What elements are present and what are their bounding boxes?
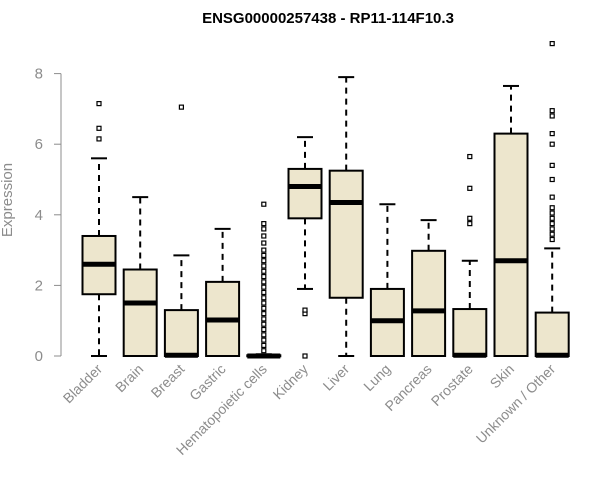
outlier-point <box>261 247 267 253</box>
outlier-point <box>261 279 267 285</box>
box-group-skin <box>493 84 529 357</box>
outlier-point <box>178 104 184 110</box>
outlier-point <box>96 101 102 107</box>
outlier-point <box>261 221 267 227</box>
x-tick-label: Kidney <box>270 361 312 403</box>
outlier-point <box>261 300 267 306</box>
chart-title: ENSG00000257438 - RP11-114F10.3 <box>202 10 454 27</box>
outlier-point <box>549 141 555 147</box>
outlier-point <box>261 295 267 301</box>
outlier-point <box>261 263 267 269</box>
outlier-point <box>549 215 555 221</box>
outlier-point <box>549 162 555 168</box>
box-group-gastric <box>205 227 241 357</box>
outlier-point <box>549 113 555 119</box>
outlier-point <box>261 332 267 338</box>
box-group-bladder <box>81 101 117 357</box>
box-iqr <box>122 268 158 358</box>
box-group-unknown-other <box>534 40 570 358</box>
outlier-point <box>261 311 267 317</box>
outlier-point <box>467 185 473 191</box>
x-tick-label: Prostate <box>428 361 476 409</box>
box-iqr <box>411 249 447 357</box>
box-group-breast <box>163 104 199 358</box>
outlier-point <box>261 305 267 311</box>
outlier-point <box>302 353 308 359</box>
box-group-brain <box>122 196 158 358</box>
outlier-point <box>467 221 473 227</box>
outlier-point <box>261 226 267 232</box>
y-tick-label: 0 <box>35 348 43 365</box>
x-tick-label: Brain <box>112 361 146 395</box>
outlier-point <box>261 284 267 290</box>
box-group-pancreas <box>411 219 447 357</box>
box-group-hematopoietic-cells <box>246 201 282 359</box>
outlier-point <box>261 201 267 207</box>
box-iqr <box>287 167 323 220</box>
x-tick-label: Liver <box>320 361 353 394</box>
x-tick-label: Breast <box>148 361 188 401</box>
outlier-point <box>549 236 555 243</box>
box-iqr <box>163 309 199 357</box>
box-iqr <box>328 169 364 299</box>
outlier-point <box>261 289 267 296</box>
box-iqr <box>452 308 488 357</box>
y-tick-label: 6 <box>35 136 43 153</box>
boxes-group <box>81 40 570 359</box>
x-tick-label: Lung <box>360 361 393 394</box>
outlier-point <box>549 231 555 237</box>
outlier-point <box>261 337 267 343</box>
outlier-point <box>549 194 555 200</box>
outlier-point <box>261 316 267 322</box>
box-group-liver <box>328 76 364 357</box>
outlier-point <box>261 258 267 264</box>
outlier-point <box>467 215 473 221</box>
box-group-lung <box>369 203 405 357</box>
outlier-point <box>549 176 555 183</box>
outlier-point <box>261 273 267 280</box>
outlier-point <box>261 252 267 258</box>
box-group-kidney <box>287 136 323 359</box>
y-tick-label: 8 <box>35 66 43 83</box>
y-axis-label: Expression <box>0 163 16 237</box>
outlier-point <box>261 233 267 239</box>
outlier-point <box>549 221 555 227</box>
outlier-point <box>549 205 555 211</box>
outlier-point <box>549 40 555 47</box>
x-tick-label: Bladder <box>60 361 106 407</box>
outlier-point <box>467 153 473 160</box>
x-tick-label: Skin <box>487 361 518 392</box>
outlier-point <box>261 268 267 274</box>
outlier-point <box>261 321 267 327</box>
box-iqr <box>493 132 529 357</box>
box-iqr <box>534 311 570 357</box>
outlier-point <box>549 131 555 137</box>
outlier-point <box>302 307 308 313</box>
outlier-point <box>261 240 267 246</box>
box-group-prostate <box>452 153 488 358</box>
outlier-point <box>261 348 267 354</box>
outlier-point <box>549 108 555 114</box>
y-tick-label: 2 <box>35 277 43 294</box>
outlier-point <box>261 326 267 333</box>
outlier-point <box>549 226 555 232</box>
outlier-point <box>261 342 267 349</box>
outlier-point <box>96 136 102 142</box>
y-axis: 0 2 4 6 8 <box>35 66 62 365</box>
outlier-point <box>96 125 102 131</box>
outlier-point <box>549 210 555 216</box>
y-tick-label: 4 <box>35 207 43 224</box>
